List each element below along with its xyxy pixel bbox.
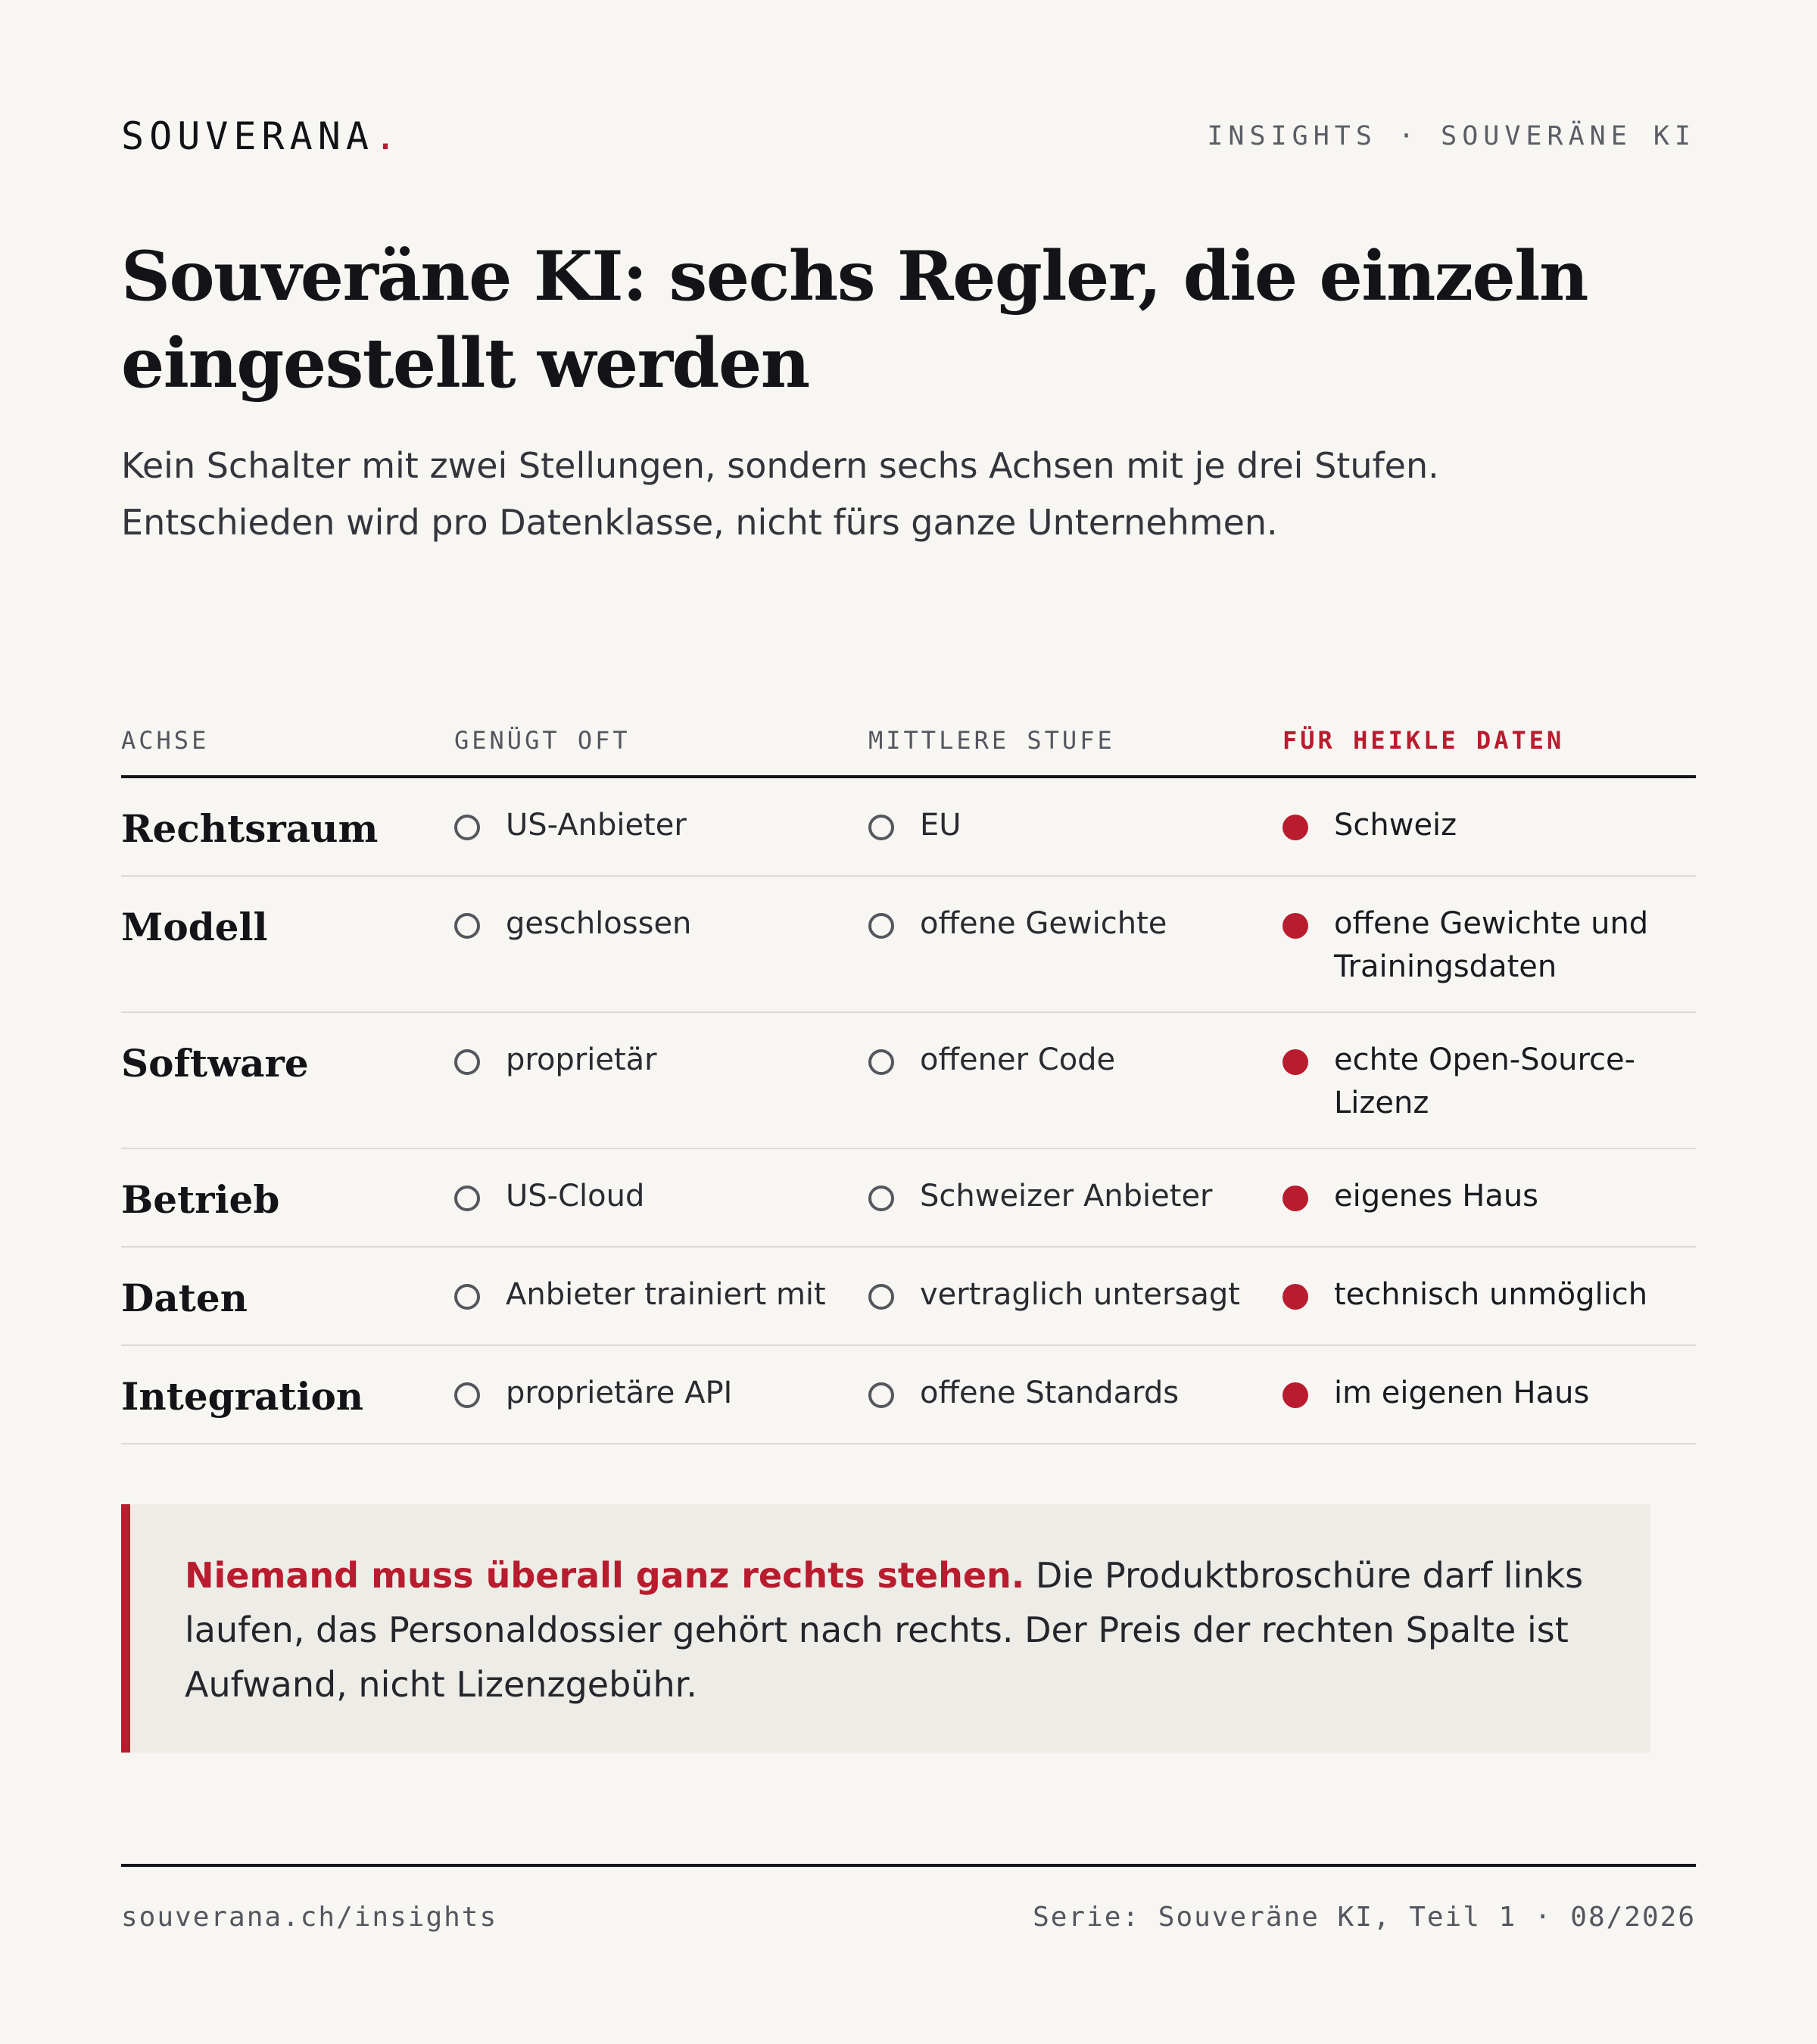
cell-low: proprietär — [454, 1039, 833, 1082]
cell-text: im eigenen Haus — [1334, 1376, 1590, 1410]
brand-logo[interactable]: SOUVERANA. — [121, 114, 397, 159]
header-achse: ACHSE — [121, 726, 210, 755]
cell-text: eigenes Haus — [1334, 1179, 1539, 1214]
empty-circle-icon — [454, 815, 480, 840]
empty-circle-icon — [868, 1382, 894, 1408]
cell-high: eigenes Haus — [1282, 1175, 1676, 1218]
empty-circle-icon — [868, 815, 894, 840]
cell-text: Schweiz — [1334, 808, 1457, 843]
brand-dot: . — [373, 114, 397, 158]
cell-high: echte Open-Source-Lizenz — [1282, 1039, 1676, 1125]
cell-mid: Schweizer Anbieter — [868, 1175, 1247, 1218]
cell-text: geschlossen — [506, 906, 692, 941]
cell-high: technisch unmöglich — [1282, 1273, 1676, 1316]
cell-text: Schweizer Anbieter — [920, 1179, 1213, 1214]
empty-circle-icon — [454, 1382, 480, 1408]
cell-high: Schweiz — [1282, 804, 1676, 847]
axis-name: Integration — [121, 1374, 364, 1419]
axis-name: Daten — [121, 1276, 248, 1320]
axis-name: Software — [121, 1041, 309, 1086]
filled-circle-icon — [1282, 1049, 1308, 1075]
filled-circle-icon — [1282, 815, 1308, 840]
cell-mid: offener Code — [868, 1039, 1247, 1082]
section-tag: INSIGHTS · SOUVERÄNE KI — [1207, 121, 1696, 151]
empty-circle-icon — [868, 1284, 894, 1310]
cell-text: offener Code — [920, 1042, 1116, 1077]
cell-text: offene Standards — [920, 1376, 1180, 1410]
empty-circle-icon — [454, 913, 480, 939]
header-heikle-daten: FÜR HEIKLE DATEN — [1282, 726, 1565, 755]
cell-high: im eigenen Haus — [1282, 1372, 1676, 1415]
cell-text: proprietäre API — [506, 1376, 733, 1410]
cell-low: Anbieter trainiert mit — [454, 1273, 833, 1316]
cell-mid: offene Gewichte — [868, 902, 1247, 946]
cell-mid: vertraglich untersagt — [868, 1273, 1247, 1316]
cell-text: technisch unmöglich — [1334, 1277, 1648, 1312]
cell-text: offene Gewichte — [920, 906, 1167, 941]
callout-lead: Niemand muss überall ganz rechts stehen. — [185, 1555, 1025, 1596]
empty-circle-icon — [454, 1049, 480, 1075]
cell-text: EU — [920, 808, 961, 843]
empty-circle-icon — [868, 1049, 894, 1075]
footer-series: Serie: Souveräne KI, Teil 1 · 08/2026 — [1033, 1902, 1696, 1933]
footer-url[interactable]: souverana.ch/insights — [121, 1902, 498, 1933]
page: SOUVERANA. INSIGHTS · SOUVERÄNE KI Souve… — [121, 0, 1696, 2044]
page-title: Souveräne KI: sechs Regler, die einzeln … — [121, 236, 1588, 404]
empty-circle-icon — [868, 913, 894, 939]
subtitle-line-1: Kein Schalter mit zwei Stellungen, sonde… — [121, 445, 1439, 486]
cell-low: geschlossen — [454, 902, 833, 946]
empty-circle-icon — [454, 1186, 480, 1211]
table-row: Software proprietär offener Code echte O… — [121, 1013, 1696, 1149]
subtitle-line-2: Entschieden wird pro Datenklasse, nicht … — [121, 502, 1278, 543]
comparison-table: ACHSE GENÜGT OFT MITTLERE STUFE FÜR HEIK… — [121, 719, 1696, 1444]
cell-text: echte Open-Source-Lizenz — [1334, 1042, 1636, 1120]
table-header: ACHSE GENÜGT OFT MITTLERE STUFE FÜR HEIK… — [121, 719, 1696, 778]
filled-circle-icon — [1282, 1186, 1308, 1211]
table-row: Betrieb US-Cloud Schweizer Anbieter eige… — [121, 1149, 1696, 1248]
header: SOUVERANA. INSIGHTS · SOUVERÄNE KI — [121, 114, 1696, 159]
cell-text: US-Anbieter — [506, 808, 687, 843]
cell-high: offene Gewichte und Trainingsdaten — [1282, 902, 1676, 989]
cell-low: proprietäre API — [454, 1372, 833, 1415]
cell-mid: offene Standards — [868, 1372, 1247, 1415]
cell-text: proprietär — [506, 1042, 657, 1077]
cell-mid: EU — [868, 804, 1247, 847]
cell-low: US-Cloud — [454, 1175, 833, 1218]
table-row: Rechtsraum US-Anbieter EU Schweiz — [121, 778, 1696, 877]
empty-circle-icon — [868, 1186, 894, 1211]
header-genuegt-oft: GENÜGT OFT — [454, 726, 631, 755]
callout-box: Niemand muss überall ganz rechts stehen.… — [121, 1504, 1650, 1753]
cell-text: US-Cloud — [506, 1179, 645, 1214]
page-subtitle: Kein Schalter mit zwei Stellungen, sonde… — [121, 438, 1696, 551]
table-row: Daten Anbieter trainiert mit vertraglich… — [121, 1248, 1696, 1346]
empty-circle-icon — [454, 1284, 480, 1310]
callout-body: Die Produktbroschüre darf links laufen, … — [185, 1555, 1584, 1705]
filled-circle-icon — [1282, 1284, 1308, 1310]
table-row: Modell geschlossen offene Gewichte offen… — [121, 877, 1696, 1013]
callout-text: Niemand muss überall ganz rechts stehen.… — [185, 1548, 1623, 1712]
footer-divider — [121, 1864, 1696, 1867]
header-mittlere-stufe: MITTLERE STUFE — [868, 726, 1115, 755]
axis-name: Modell — [121, 905, 268, 949]
cell-text: Anbieter trainiert mit — [506, 1277, 826, 1312]
cell-low: US-Anbieter — [454, 804, 833, 847]
filled-circle-icon — [1282, 913, 1308, 939]
filled-circle-icon — [1282, 1382, 1308, 1408]
axis-name: Rechtsraum — [121, 806, 379, 851]
table-row: Integration proprietäre API offene Stand… — [121, 1346, 1696, 1444]
axis-name: Betrieb — [121, 1177, 280, 1222]
cell-text: offene Gewichte und Trainingsdaten — [1334, 906, 1649, 984]
brand-name: SOUVERANA — [121, 114, 374, 158]
cell-text: vertraglich untersagt — [920, 1277, 1240, 1312]
